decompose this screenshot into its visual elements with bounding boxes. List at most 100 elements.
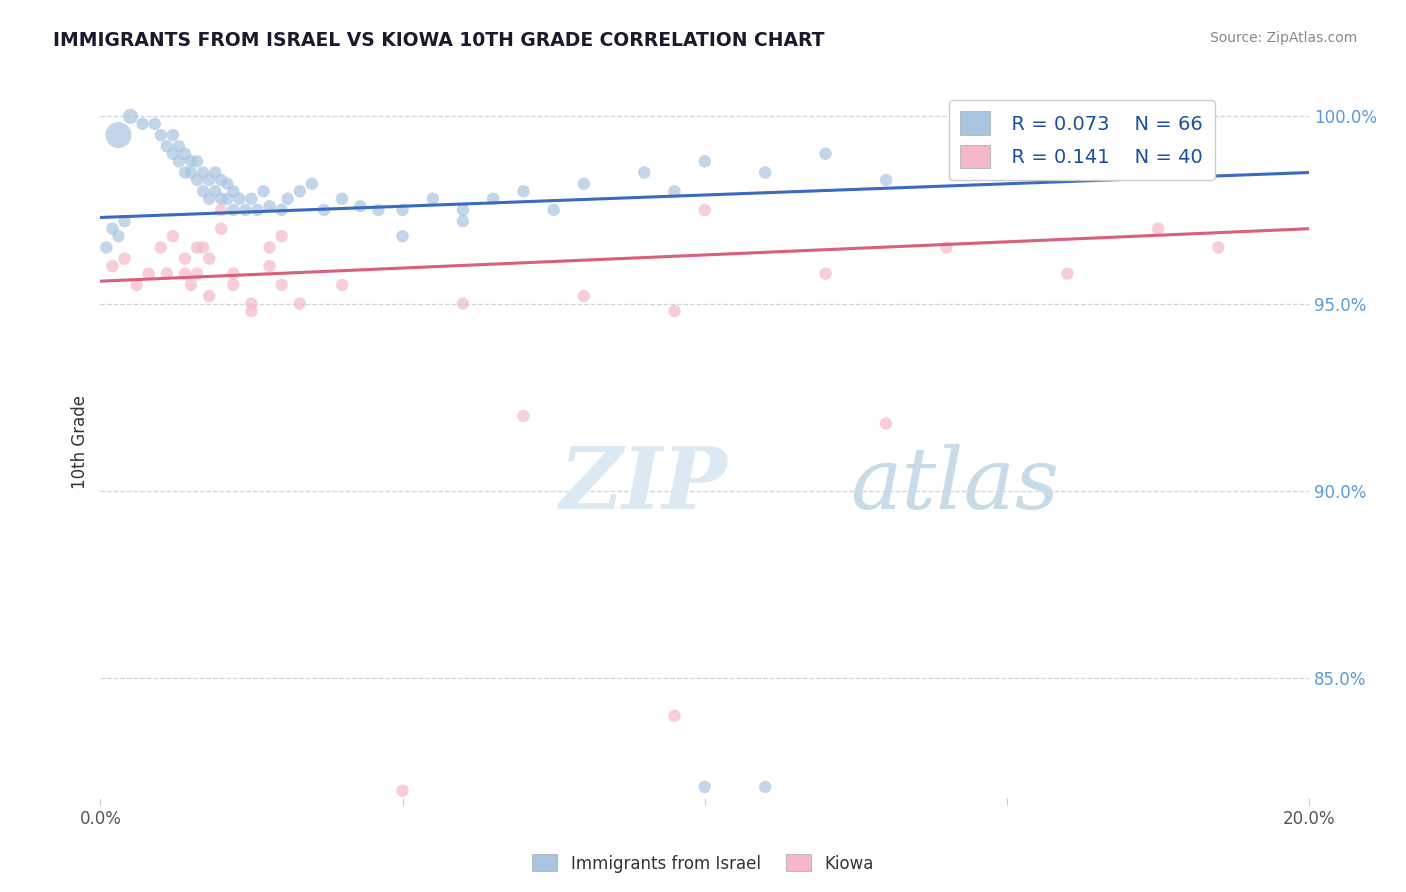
Point [191,165,214,179]
Point [349,199,371,213]
Point [259,199,281,213]
Point [217,192,239,206]
Point [330,192,353,206]
Point [246,202,269,217]
Point [186,267,208,281]
Point [512,409,534,423]
Point [209,173,232,187]
Point [198,173,221,187]
Point [101,259,124,273]
Point [162,229,184,244]
Point [482,192,505,206]
Point [114,214,136,228]
Point [209,192,232,206]
Point [96,240,118,254]
Point [312,202,335,217]
Point [228,192,250,206]
Point [664,304,686,318]
Point [252,184,274,198]
Point [1056,267,1078,281]
Point [114,252,136,266]
Point [451,296,474,310]
Point [391,202,413,217]
Point [131,117,153,131]
Y-axis label: 10th Grade: 10th Grade [72,395,89,489]
Point [693,154,716,169]
Point [174,267,197,281]
Point [240,192,263,206]
Point [174,146,197,161]
Point [120,109,142,123]
Point [875,173,897,187]
Point [259,259,281,273]
Point [270,202,292,217]
Point [451,202,474,217]
Point [814,146,837,161]
Point [235,202,257,217]
Point [186,173,208,187]
Point [101,221,124,235]
Point [693,202,716,217]
Point [167,139,190,153]
Point [222,267,245,281]
Point [814,267,837,281]
Point [966,165,988,179]
Text: ZIP: ZIP [560,443,727,526]
Point [288,184,311,198]
Point [512,184,534,198]
Point [240,304,263,318]
Point [422,192,444,206]
Point [875,417,897,431]
Legend: Immigrants from Israel, Kiowa: Immigrants from Israel, Kiowa [526,847,880,880]
Point [240,296,263,310]
Point [186,154,208,169]
Point [693,780,716,794]
Point [288,296,311,310]
Point [209,202,232,217]
Point [107,229,129,244]
Point [174,252,197,266]
Point [191,240,214,254]
Point [259,240,281,254]
Text: Source: ZipAtlas.com: Source: ZipAtlas.com [1209,31,1357,45]
Point [572,289,595,303]
Point [572,177,595,191]
Point [209,221,232,235]
Point [174,165,197,179]
Point [391,783,413,797]
Point [222,202,245,217]
Point [451,214,474,228]
Point [191,184,214,198]
Point [543,202,565,217]
Point [186,240,208,254]
Point [277,192,299,206]
Point [301,177,323,191]
Point [754,165,776,179]
Point [1147,221,1170,235]
Point [162,128,184,142]
Point [270,277,292,292]
Point [143,117,166,131]
Point [204,184,226,198]
Point [1026,154,1049,169]
Point [138,267,160,281]
Text: atlas: atlas [849,443,1059,526]
Point [1208,240,1230,254]
Point [198,289,221,303]
Point [198,192,221,206]
Point [1087,146,1109,161]
Point [222,184,245,198]
Point [217,177,239,191]
Point [167,154,190,169]
Legend:   R = 0.073    N = 66,   R = 0.141    N = 40: R = 0.073 N = 66, R = 0.141 N = 40 [949,100,1215,180]
Point [664,708,686,723]
Text: IMMIGRANTS FROM ISRAEL VS KIOWA 10TH GRADE CORRELATION CHART: IMMIGRANTS FROM ISRAEL VS KIOWA 10TH GRA… [53,31,825,50]
Point [180,277,202,292]
Point [198,252,221,266]
Point [107,128,129,142]
Point [149,240,172,254]
Point [330,277,353,292]
Point [204,165,226,179]
Point [391,229,413,244]
Point [162,146,184,161]
